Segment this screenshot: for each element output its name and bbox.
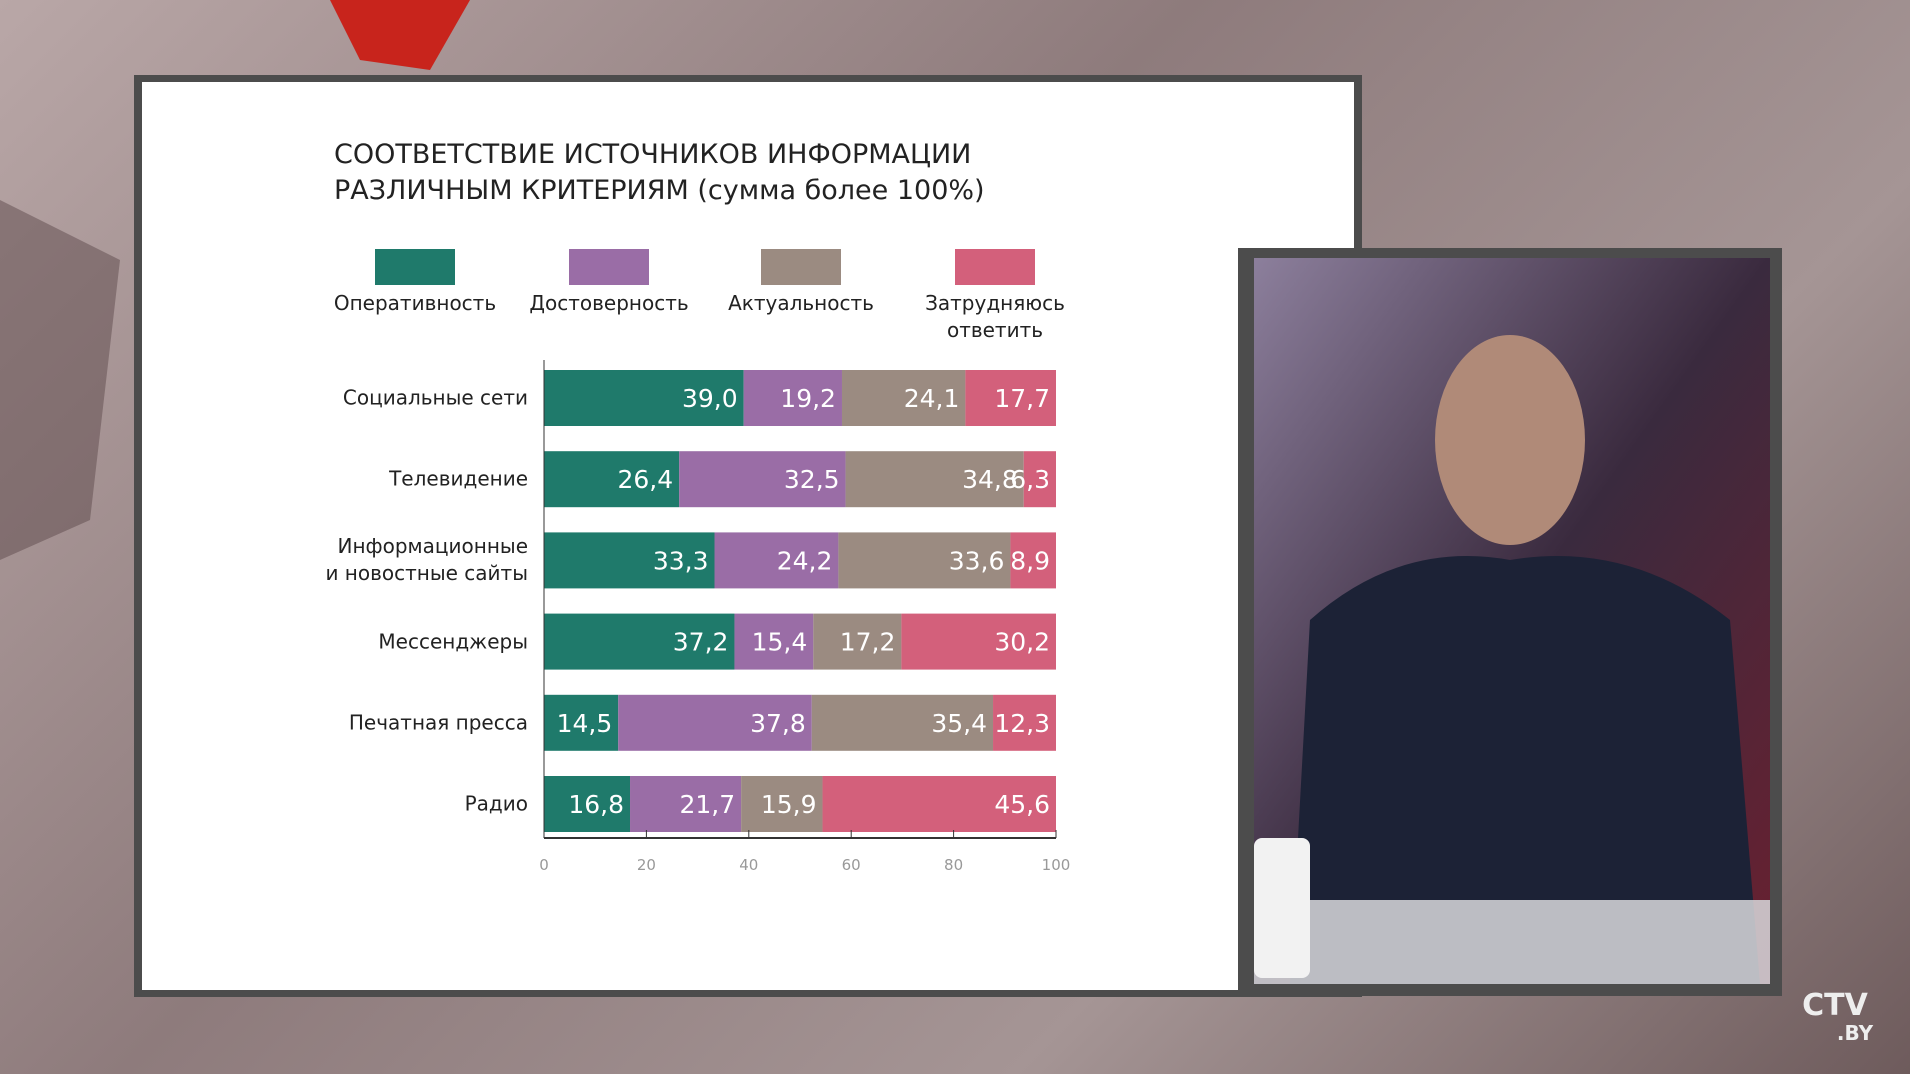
value-label: 17,2 [840,628,896,657]
bar-segment [679,451,846,508]
x-tick-label: 20 [637,856,656,874]
bar-segment [993,694,1056,751]
value-label: 17,7 [994,384,1050,413]
bar-segment [544,532,715,589]
value-label: 32,5 [784,465,840,494]
x-tick-label: 60 [842,856,861,874]
value-label: 34,8 [962,465,1018,494]
bar-segment [901,613,1056,670]
bar-segment [1023,451,1056,508]
bar-segment [544,694,619,751]
bar-segment [734,613,814,670]
value-label: 33,6 [949,546,1005,575]
value-label: 24,1 [904,384,960,413]
legend-swatch [375,249,455,285]
bar-segment [841,370,966,426]
x-tick-label: 0 [539,856,549,874]
legend-label: Затрудняюсь ответить [925,291,1065,342]
bar-segment [544,776,631,832]
legend-label: Оперативность [333,291,497,315]
value-label: 6,3 [1010,465,1050,494]
value-label: 19,2 [780,384,836,413]
legend-swatch [569,249,649,285]
value-label: 35,4 [931,709,987,738]
value-label: 15,4 [752,628,808,657]
value-label: 37,2 [673,628,729,657]
bar-segment [965,370,1056,426]
bar-segment [741,776,823,832]
x-tick-label: 80 [944,856,963,874]
bar-segment [1010,532,1056,589]
bar-segment [813,613,902,670]
logo: CTV [1802,988,1868,1023]
bar-segment [838,532,1011,589]
bar-segment [845,451,1024,508]
chart-subtitle: РАЗЛИЧНЫМ КРИТЕРИЯМ (сумма более 100%) [334,175,985,206]
legend-label: Актуальность [728,291,874,315]
legend-label: Достоверность [529,291,689,315]
value-label: 16,8 [568,790,624,819]
bar-segment [714,532,839,589]
y-tick-label: Социальные сети [342,385,528,410]
bar-segment [811,694,994,751]
cup [1254,838,1310,978]
value-label: 33,3 [653,546,709,575]
bar-segment [544,451,680,508]
value-label: 24,2 [777,546,833,575]
bar-segment [630,776,742,832]
value-label: 45,6 [994,790,1050,819]
value-label: 37,8 [750,709,806,738]
y-tick-label: Печатная пресса [348,710,528,735]
decor [0,200,120,560]
x-tick-label: 100 [1042,856,1071,874]
legend-swatch [761,249,841,285]
value-label: 12,3 [994,709,1050,738]
logo-sub: .BY [1837,1021,1874,1045]
decor [330,0,470,70]
value-label: 39,0 [682,384,738,413]
y-tick-label: Мессенджеры [378,629,528,654]
bar-segment [743,370,842,426]
y-tick-label: Радио [464,791,528,816]
value-label: 8,9 [1010,546,1050,575]
value-label: 21,7 [679,790,735,819]
y-tick-label: Информационные и новостные сайты [325,534,528,586]
legend-swatch [955,249,1035,285]
desk [1254,900,1770,984]
bar-segment [822,776,1056,832]
chart-title: СООТВЕТСТВИЕ ИСТОЧНИКОВ ИНФОРМАЦИИ [334,139,971,170]
value-label: 26,4 [617,465,673,494]
x-tick-label: 40 [739,856,758,874]
y-tick-label: Телевидение [389,466,528,491]
value-label: 15,9 [761,790,817,819]
value-label: 30,2 [994,628,1050,657]
person-body [1290,556,1760,984]
bar-segment [618,694,812,751]
value-label: 14,5 [557,709,613,738]
bar-segment [544,370,744,426]
bar-segment [544,613,735,670]
person-head [1435,335,1585,545]
